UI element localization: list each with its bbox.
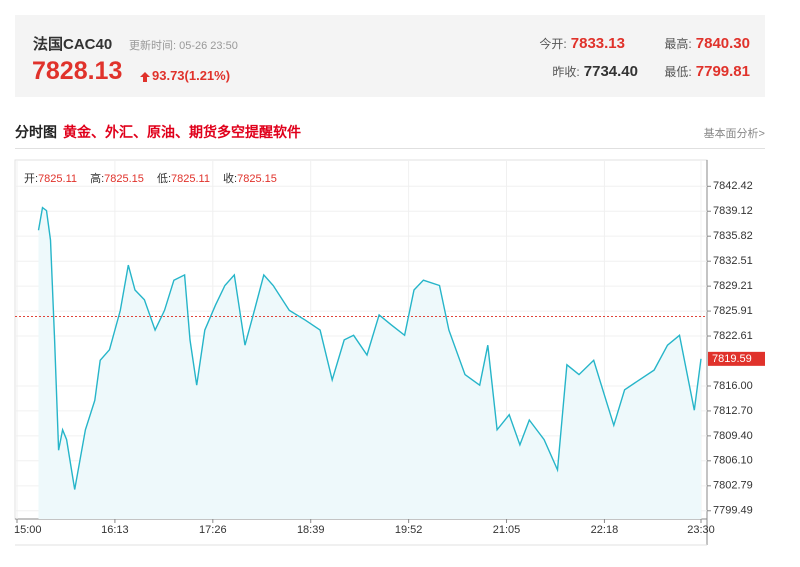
quote-header: 法国CAC40 更新时间: 05-26 23:50 7828.13 93.73(… [15,15,765,97]
ohlc-value: 7825.15 [104,173,144,185]
section-name: 分时图 [15,124,57,140]
separator [15,148,765,149]
stat-label: 今开: [539,37,567,51]
stat-value: 7833.13 [570,35,625,52]
ohlc-value: 7825.11 [171,173,210,185]
y-tick-label: 7829.21 [713,280,753,292]
ohlc-label: 收: [223,173,238,185]
y-tick-label: 7816.00 [713,380,753,392]
promo-link[interactable]: 黄金、外汇、原油、期货多空提醒软件 [63,124,301,140]
stat: 今开: 7833.13 [539,35,625,52]
change: 93.73(1.21%) [152,68,231,83]
stat-label: 昨收: [552,65,580,79]
y-tick-label: 7799.49 [713,505,753,517]
y-tick-label: 7825.91 [713,305,753,317]
y-tick-label: 7809.40 [713,430,753,442]
stat-value: 7734.40 [583,63,638,80]
y-tick-label: 7812.70 [713,405,753,417]
y-tick-label: 7822.61 [713,330,753,342]
x-tick-label: 15:00 [14,524,42,536]
x-tick-label: 18:39 [297,524,325,536]
price-line [37,206,702,490]
stat-label: 最高: [664,37,692,51]
stat-label: 最低: [664,65,692,79]
ohlc-value: 7825.11 [38,173,78,185]
x-tick-label: 22:18 [591,524,619,536]
area [38,207,701,519]
ohlc-info: 开:7825.11 高:7825.15 低:7825.11 收:7825.15 [24,170,287,186]
y-tick-label: 7835.82 [713,230,753,242]
x-tick-label: 17:26 [199,524,227,536]
section-title: 分时图 黄金、外汇、原油、期货多空提醒软件 [15,122,301,142]
last-price-box [708,351,765,366]
last-price-label: 7819.59 [712,353,752,365]
updated-time: 更新时间: 05-26 23:50 [129,40,238,52]
y-tick-label: 7839.12 [713,205,753,217]
y-tick-label: 7832.51 [713,255,753,267]
up-arrow [140,72,150,82]
ohlc-label: 高: [90,173,105,185]
stat: 昨收: 7734.40 [552,63,638,80]
stat-value: 7799.81 [695,63,750,80]
y-tick-label: 7802.79 [713,480,753,492]
price: 7828.13 [32,57,123,85]
title: 法国CAC40 [33,36,113,53]
y-tick-label: 7842.42 [713,180,753,192]
x-tick-label: 19:52 [395,524,423,536]
stat: 最高: 7840.30 [664,35,750,52]
x-tick-label: 23:30 [687,524,715,536]
ohlc-label: 低: [156,173,172,185]
y-tick-label: 7806.10 [713,455,753,467]
x-tick-label: 16:13 [101,524,129,536]
x-tick-label: 21:05 [493,524,521,536]
ohlc-label: 开: [24,173,39,185]
stat-value: 7840.30 [695,35,750,52]
ohlc-value: 7825.15 [237,173,277,185]
analysis-link[interactable]: 基本面分析> [703,128,765,140]
stat: 最低: 7799.81 [664,63,750,80]
